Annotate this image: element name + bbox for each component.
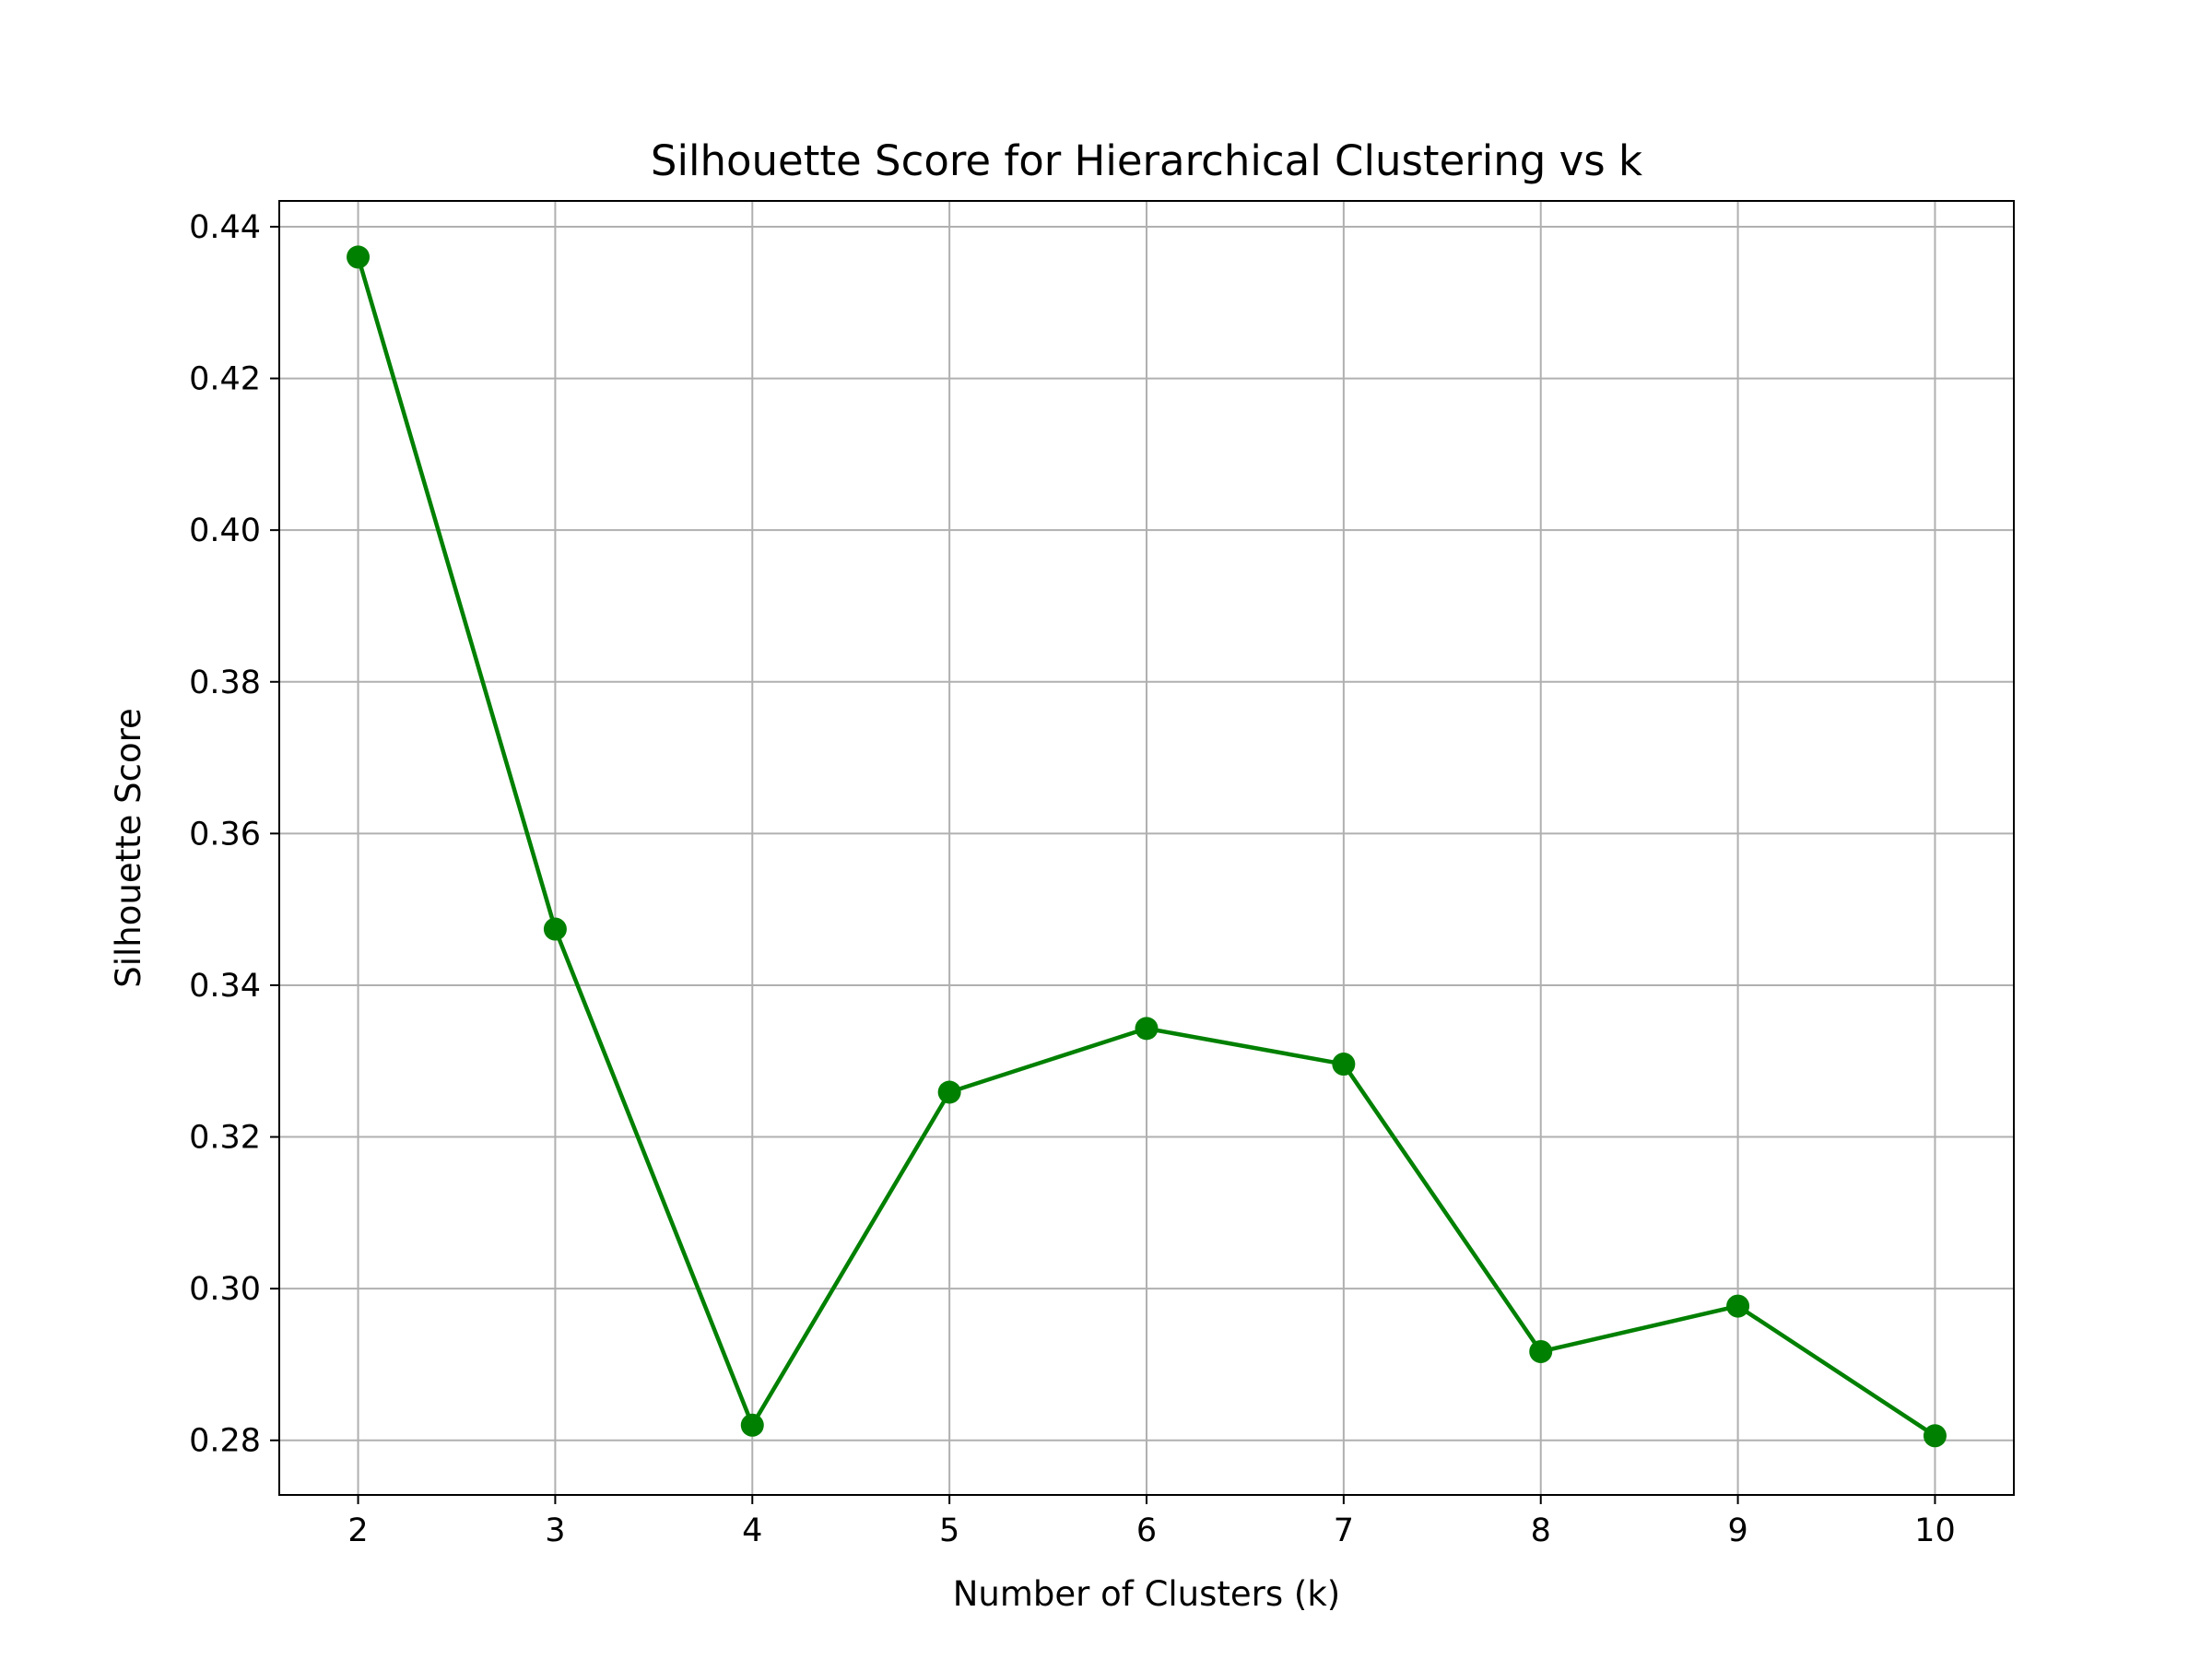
data-point xyxy=(1332,1053,1356,1077)
grid xyxy=(279,201,2014,1495)
x-axis-ticks: 2 3 4 5 6 7 8 9 10 xyxy=(347,1495,1956,1549)
y-axis-label: Silhouette Score xyxy=(109,708,148,988)
data-point xyxy=(1529,1339,1553,1363)
y-tick-label: 0.44 xyxy=(189,209,261,246)
y-tick-label: 0.38 xyxy=(189,665,261,701)
x-tick-label: 5 xyxy=(939,1512,959,1549)
x-tick-label: 9 xyxy=(1727,1512,1747,1549)
data-point xyxy=(1923,1424,1947,1448)
x-tick-label: 8 xyxy=(1531,1512,1551,1549)
x-tick-label: 6 xyxy=(1136,1512,1157,1549)
y-tick-label: 0.30 xyxy=(189,1271,261,1308)
y-axis-ticks: 0.28 0.30 0.32 0.34 0.36 0.38 0.40 0.42 0.44 xyxy=(189,209,279,1460)
x-tick-label: 4 xyxy=(742,1512,762,1549)
data-point xyxy=(347,245,371,269)
y-tick-label: 0.28 xyxy=(189,1423,261,1460)
y-tick-label: 0.34 xyxy=(189,968,261,1005)
x-tick-label: 10 xyxy=(1914,1512,1956,1549)
data-point xyxy=(543,917,567,941)
y-tick-label: 0.36 xyxy=(189,816,261,853)
data-point xyxy=(740,1413,764,1437)
chart-title: Silhouette Score for Hierarchical Cluste… xyxy=(651,136,1642,185)
x-tick-label: 3 xyxy=(545,1512,565,1549)
data-point xyxy=(937,1080,961,1104)
data-point xyxy=(1135,1017,1159,1041)
data-points xyxy=(347,245,1947,1448)
data-point xyxy=(1726,1294,1750,1318)
y-tick-label: 0.32 xyxy=(189,1120,261,1157)
x-axis-label: Number of Clusters (k) xyxy=(953,1574,1340,1614)
x-tick-label: 2 xyxy=(347,1512,368,1549)
y-tick-label: 0.42 xyxy=(189,361,261,398)
x-tick-label: 7 xyxy=(1334,1512,1354,1549)
y-tick-label: 0.40 xyxy=(189,512,261,549)
